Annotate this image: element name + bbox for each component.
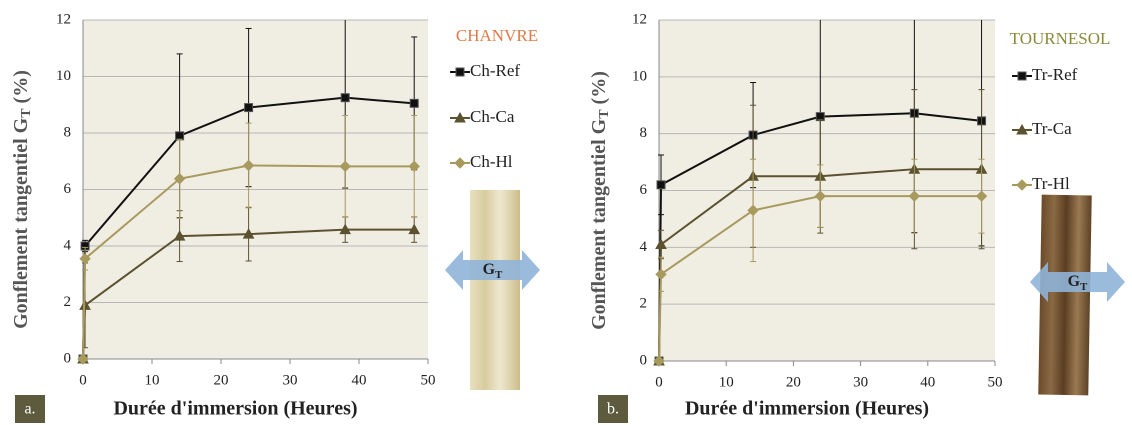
point: [655, 238, 667, 249]
series-line: [82, 164, 415, 360]
point: [814, 190, 826, 202]
chart-title: CHANVRE: [456, 26, 538, 45]
point: [173, 173, 186, 185]
y-tick-label: 10: [632, 68, 647, 84]
panel-label-box: [15, 395, 45, 423]
series-line: [658, 112, 982, 362]
y-tick-label: 2: [64, 294, 72, 310]
x-axis-label: Durée d'immersion (Heures): [113, 398, 357, 420]
legend-label: Ch-Hl: [470, 152, 513, 171]
y-axis-label-suffix: (%): [10, 70, 32, 108]
y-tick-label: 12: [632, 11, 647, 27]
legend-label: Tr-Ref: [1032, 65, 1078, 84]
chart-title: TOURNESOL: [1010, 29, 1111, 48]
panel-label-box: [598, 395, 628, 423]
x-tick-label: 0: [79, 372, 87, 388]
point: [339, 223, 352, 235]
point: [908, 190, 921, 202]
y-tick-label: 8: [64, 124, 72, 140]
legend-marker: [454, 157, 466, 169]
y-tick-label: 2: [640, 296, 648, 312]
point: [79, 253, 91, 265]
arrow-label-text: G: [483, 261, 496, 278]
legend-label: Tr-Hl: [1032, 174, 1070, 193]
x-tick-label: 40: [352, 372, 367, 388]
panel-label: a.: [24, 401, 35, 418]
y-tick-label: 10: [56, 68, 71, 84]
y-axis-label-subscript: T: [597, 109, 612, 119]
y-tick-label: 0: [640, 352, 648, 368]
arrow: [1030, 262, 1125, 302]
point: [175, 131, 185, 141]
legend-marker: [454, 111, 466, 123]
y-tick-label: 12: [56, 11, 71, 27]
arrow-label-subscript: T: [1080, 281, 1088, 293]
point: [244, 103, 254, 113]
point: [340, 93, 350, 103]
x-tick-label: 10: [145, 372, 160, 388]
y-tick-label: 4: [640, 239, 648, 255]
fiber-image: [1038, 194, 1092, 396]
x-tick-label: 30: [283, 372, 298, 388]
point: [409, 98, 419, 108]
x-tick-label: 10: [719, 374, 734, 390]
point: [242, 228, 255, 239]
y-tick-label: 4: [64, 237, 72, 253]
point: [653, 355, 665, 367]
arrow-label: GT: [483, 261, 503, 281]
arrow-label-subscript: T: [495, 269, 503, 281]
y-axis-label-suffix: (%): [588, 71, 610, 109]
arrow: [445, 250, 540, 290]
point: [77, 353, 89, 365]
y-axis-label: Gonflement tangentiel GT (%): [10, 70, 35, 329]
y-axis-label-subscript: T: [19, 108, 34, 118]
arrow-label: GT: [1068, 273, 1088, 293]
legend-marker: [1017, 71, 1027, 81]
point: [975, 190, 988, 202]
point: [747, 204, 759, 217]
legend-marker: [455, 67, 465, 77]
arrow-label-text: G: [1068, 273, 1081, 290]
x-tick-label: 40: [920, 374, 935, 390]
point: [173, 230, 186, 241]
point: [408, 160, 420, 173]
point: [656, 180, 666, 190]
x-tick-label: 50: [421, 372, 436, 388]
legend-marker: [1016, 123, 1028, 135]
x-tick-label: 0: [655, 374, 663, 390]
y-tick-label: 6: [640, 182, 648, 198]
y-tick-label: 6: [64, 181, 72, 197]
x-tick-label: 20: [214, 372, 229, 388]
legend-label: Ch-Ca: [470, 107, 515, 126]
fiber-image: [470, 190, 520, 390]
series-line: [658, 195, 982, 362]
legend-label: Tr-Ca: [1032, 119, 1072, 138]
y-tick-label: 0: [64, 350, 72, 366]
legend-marker: [1016, 179, 1028, 191]
x-axis-label: Durée d'immersion (Heures): [685, 398, 929, 420]
point: [408, 223, 421, 235]
y-axis-label-text: Gonflement tangentiel G: [588, 118, 610, 330]
x-tick-label: 20: [786, 374, 801, 390]
point: [242, 159, 255, 172]
panel-label: b.: [607, 401, 619, 418]
y-axis-label-text: Gonflement tangentiel G: [10, 117, 32, 329]
x-tick-label: 30: [853, 374, 868, 390]
y-axis-label: Gonflement tangentiel GT (%): [588, 71, 613, 330]
point: [655, 268, 667, 281]
point: [339, 160, 351, 173]
x-tick-label: 50: [988, 374, 1003, 390]
legend-label: Ch-Ref: [470, 61, 520, 80]
y-tick-label: 8: [640, 125, 648, 141]
